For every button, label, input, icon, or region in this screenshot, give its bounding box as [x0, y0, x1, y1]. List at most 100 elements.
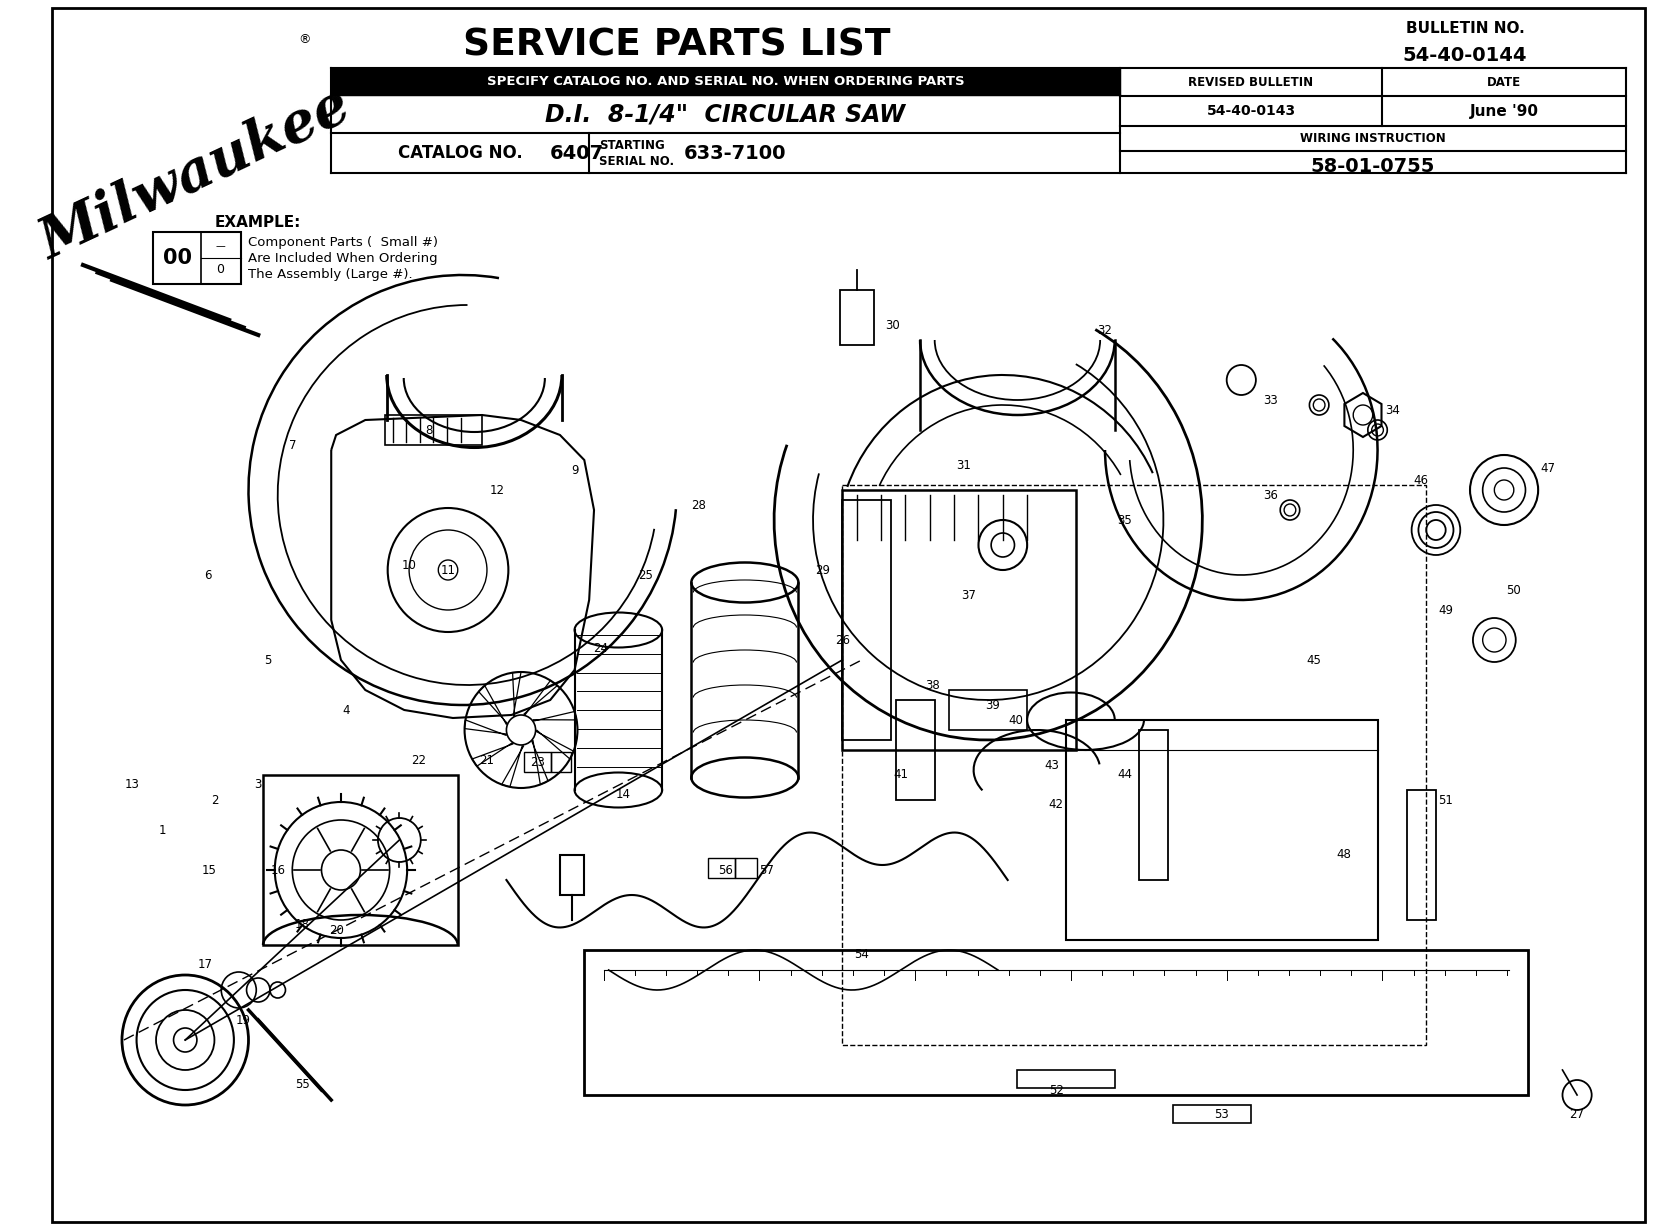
- Text: 12: 12: [489, 483, 504, 497]
- Text: 57: 57: [759, 863, 774, 877]
- Bar: [1174, 1105, 1251, 1123]
- Text: 53: 53: [1215, 1108, 1230, 1122]
- Text: 38: 38: [926, 679, 941, 691]
- Text: REVISED BULLETIN: REVISED BULLETIN: [1189, 75, 1314, 89]
- Bar: [949, 690, 1027, 729]
- Text: Are Included When Ordering: Are Included When Ordering: [248, 251, 438, 264]
- Text: 34: 34: [1385, 403, 1400, 417]
- Text: 51: 51: [1438, 793, 1453, 807]
- Text: 22: 22: [412, 754, 426, 766]
- Text: 6: 6: [203, 568, 212, 582]
- Bar: [560, 855, 584, 895]
- Text: 0: 0: [217, 263, 225, 276]
- Text: The Assembly (Large #).: The Assembly (Large #).: [248, 267, 413, 280]
- Text: 29: 29: [815, 563, 830, 577]
- Text: BULLETIN NO.: BULLETIN NO.: [1405, 21, 1524, 36]
- Text: 43: 43: [1045, 759, 1060, 771]
- Text: 20: 20: [329, 924, 344, 936]
- Text: 54-40-0143: 54-40-0143: [1207, 105, 1296, 118]
- Text: 37: 37: [962, 588, 977, 601]
- Bar: [524, 752, 550, 772]
- Bar: [843, 490, 1076, 750]
- Text: 32: 32: [1098, 323, 1112, 337]
- Text: 18: 18: [294, 919, 309, 931]
- Bar: [843, 501, 891, 740]
- Text: WIRING INSTRUCTION: WIRING INSTRUCTION: [1299, 132, 1446, 145]
- Text: 49: 49: [1438, 604, 1453, 616]
- Bar: [840, 290, 874, 344]
- Text: 8: 8: [425, 423, 431, 437]
- Text: 28: 28: [691, 498, 706, 512]
- Text: 41: 41: [893, 769, 907, 781]
- Text: 45: 45: [1308, 653, 1322, 667]
- Bar: [1017, 1070, 1114, 1089]
- Bar: [550, 752, 570, 772]
- Text: 52: 52: [1050, 1084, 1065, 1096]
- Text: 58-01-0755: 58-01-0755: [1311, 156, 1435, 176]
- Text: 9: 9: [570, 464, 579, 476]
- Text: 25: 25: [638, 568, 653, 582]
- Bar: [584, 950, 1529, 1095]
- Text: STARTING: STARTING: [598, 139, 665, 151]
- Text: 33: 33: [1263, 394, 1278, 406]
- Text: 23: 23: [531, 755, 545, 769]
- Bar: [1139, 729, 1169, 879]
- Text: 24: 24: [593, 642, 608, 654]
- Text: 7: 7: [289, 439, 296, 451]
- Text: 42: 42: [1050, 798, 1065, 812]
- Text: 39: 39: [985, 699, 1000, 711]
- Bar: [1407, 790, 1436, 920]
- Text: 00: 00: [164, 248, 192, 268]
- Text: SPECIFY CATALOG NO. AND SERIAL NO. WHEN ORDERING PARTS: SPECIFY CATALOG NO. AND SERIAL NO. WHEN …: [486, 75, 964, 89]
- Text: 54-40-0144: 54-40-0144: [1403, 46, 1527, 64]
- Text: 10: 10: [402, 558, 417, 572]
- Text: 11: 11: [441, 563, 456, 577]
- Text: SERVICE PARTS LIST: SERVICE PARTS LIST: [463, 27, 891, 63]
- Text: —: —: [215, 241, 225, 252]
- Text: 19: 19: [236, 1014, 251, 1027]
- Text: Component Parts (  Small #): Component Parts ( Small #): [248, 235, 438, 248]
- Text: 30: 30: [886, 319, 901, 332]
- Bar: [707, 859, 736, 878]
- Text: 56: 56: [717, 863, 732, 877]
- Bar: [154, 232, 241, 284]
- Text: 40: 40: [1008, 713, 1023, 727]
- Text: 16: 16: [269, 863, 286, 877]
- Text: 36: 36: [1263, 488, 1278, 502]
- Text: 55: 55: [294, 1079, 309, 1091]
- Bar: [385, 415, 483, 445]
- Text: 13: 13: [124, 779, 139, 791]
- Text: 26: 26: [835, 633, 850, 647]
- Text: 47: 47: [1541, 461, 1555, 475]
- Text: 44: 44: [1117, 769, 1132, 781]
- Text: 2: 2: [210, 793, 218, 807]
- Text: 46: 46: [1413, 474, 1428, 487]
- Text: DATE: DATE: [1488, 75, 1521, 89]
- Text: Milwaukee: Milwaukee: [31, 79, 359, 271]
- Text: 21: 21: [479, 754, 494, 766]
- Bar: [843, 485, 1427, 1046]
- Bar: [896, 700, 934, 800]
- Bar: [1066, 720, 1377, 940]
- Text: 3: 3: [255, 779, 261, 791]
- Text: EXAMPLE:: EXAMPLE:: [215, 214, 301, 230]
- Text: 4: 4: [342, 704, 349, 717]
- Text: June '90: June '90: [1470, 103, 1539, 118]
- Text: 48: 48: [1336, 849, 1351, 861]
- Text: ®: ®: [299, 33, 311, 47]
- Text: 31: 31: [957, 459, 972, 471]
- Text: 17: 17: [197, 958, 212, 972]
- Bar: [263, 775, 458, 945]
- Text: 15: 15: [202, 863, 217, 877]
- Bar: [736, 859, 757, 878]
- Text: SERIAL NO.: SERIAL NO.: [598, 155, 674, 167]
- Text: 633-7100: 633-7100: [684, 144, 787, 162]
- Text: CATALOG NO.: CATALOG NO.: [398, 144, 522, 162]
- Text: 54: 54: [855, 948, 869, 962]
- Text: 5: 5: [264, 653, 271, 667]
- Text: 27: 27: [1570, 1108, 1585, 1122]
- Text: 35: 35: [1117, 513, 1132, 526]
- Text: D.I.  8-1/4"  CIRCULAR SAW: D.I. 8-1/4" CIRCULAR SAW: [545, 102, 906, 125]
- Text: 50: 50: [1506, 583, 1521, 597]
- Text: 1: 1: [159, 824, 167, 836]
